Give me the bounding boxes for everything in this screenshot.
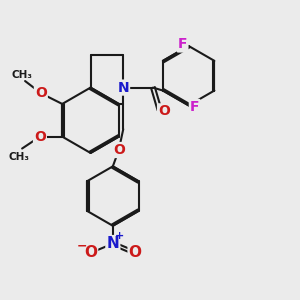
Text: O: O (158, 104, 170, 118)
Text: O: O (129, 245, 142, 260)
Text: O: O (113, 143, 125, 157)
Text: CH₃: CH₃ (9, 152, 30, 162)
Text: F: F (178, 38, 188, 52)
Text: CH₃: CH₃ (12, 70, 33, 80)
Text: O: O (35, 86, 47, 100)
Text: O: O (84, 245, 97, 260)
Text: +: + (115, 231, 124, 241)
Text: O: O (34, 130, 46, 144)
Text: N: N (106, 236, 119, 251)
Text: N: N (117, 81, 129, 94)
Text: −: − (77, 239, 88, 253)
Text: F: F (190, 100, 199, 114)
